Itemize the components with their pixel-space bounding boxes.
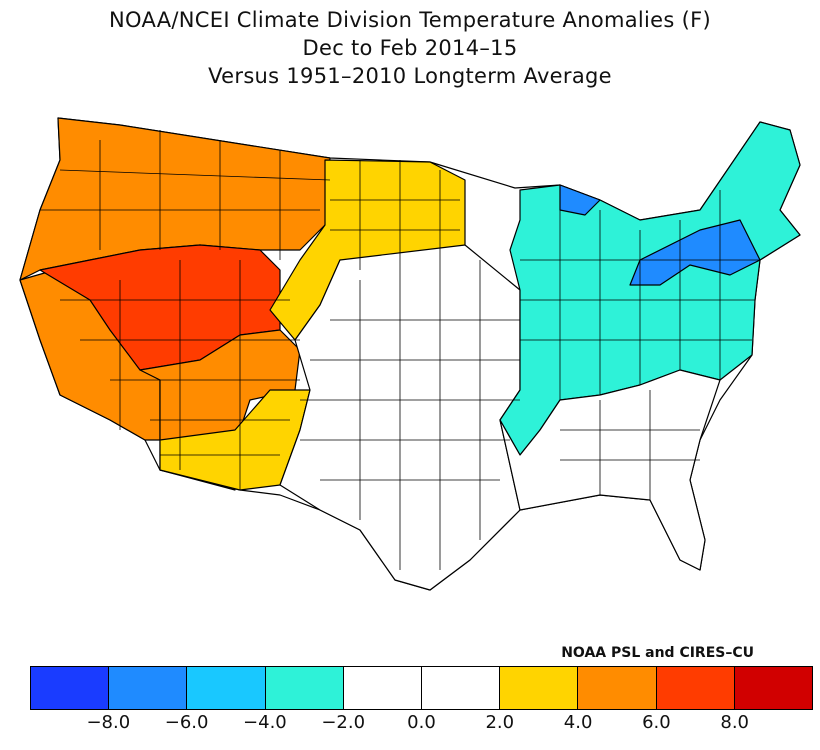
legend-tick-label: −8.0 [86, 712, 131, 733]
legend-swatch-8 [656, 667, 735, 709]
legend-tick-label: 0.0 [407, 712, 436, 733]
us-climate-division-map [19, 117, 801, 591]
legend-swatch-5 [422, 667, 501, 709]
map-subtitle-period: Dec to Feb 2014–15 [302, 36, 518, 60]
color-legend-bar [30, 666, 813, 710]
legend-swatch-1 [109, 667, 188, 709]
region-michigan-cold [559, 184, 601, 216]
legend-tick-label: 6.0 [642, 712, 671, 733]
map-subtitle-baseline: Versus 1951–2010 Longterm Average [208, 64, 612, 88]
region-southeast [499, 369, 721, 571]
legend-tick-label: −6.0 [164, 712, 209, 733]
division-lines [40, 130, 760, 570]
legend-tick-label: −4.0 [243, 712, 287, 733]
legend-swatch-7 [578, 667, 657, 709]
legend-tick-label: 2.0 [485, 712, 515, 733]
legend-swatch-6 [500, 667, 579, 709]
map-title: NOAA/NCEI Climate Division Temperature A… [109, 8, 711, 32]
legend-swatch-4 [343, 667, 423, 709]
legend-swatch-9 [734, 667, 813, 709]
legend-tick-label: −2.0 [321, 712, 366, 733]
legend-swatch-2 [187, 667, 266, 709]
data-credit: NOAA PSL and CIRES–CU [561, 645, 754, 661]
legend-swatch-0 [31, 667, 110, 709]
legend-swatch-3 [265, 667, 344, 709]
legend-tick-label: 8.0 [720, 712, 750, 733]
legend-tick-label: 4.0 [563, 712, 593, 733]
